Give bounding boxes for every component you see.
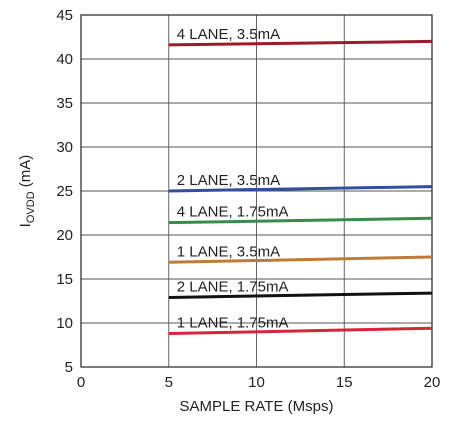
x-axis-title: SAMPLE RATE (Msps) bbox=[180, 398, 334, 415]
y-axis-title-main: I bbox=[17, 223, 34, 227]
x-tick-label: 5 bbox=[165, 374, 173, 391]
grid bbox=[81, 15, 432, 367]
y-tick-labels: 5 10 15 20 25 30 35 40 45 bbox=[56, 7, 73, 376]
series-line bbox=[168, 291, 433, 299]
plot-frame bbox=[80, 14, 433, 368]
y-tick-label: 30 bbox=[56, 139, 73, 156]
y-axis-title: IOVDD (mA) bbox=[17, 155, 37, 228]
y-tick-label: 5 bbox=[65, 359, 73, 376]
series-line bbox=[168, 255, 433, 264]
x-tick-label: 15 bbox=[336, 374, 353, 391]
series-line bbox=[168, 326, 433, 336]
y-tick-label: 20 bbox=[56, 227, 73, 244]
x-tick-label: 0 bbox=[77, 374, 85, 391]
y-tick-label: 25 bbox=[56, 183, 73, 200]
y-tick-label: 35 bbox=[56, 95, 73, 112]
x-tick-label: 10 bbox=[248, 374, 265, 391]
series-label: 4 LANE, 1.75mA bbox=[177, 204, 289, 221]
series-line bbox=[168, 216, 433, 225]
series-lines: 4 LANE, 3.5mA 2 LANE, 3.5mA 4 LANE, 1.75mA… bbox=[168, 26, 433, 336]
series-line bbox=[168, 39, 433, 47]
x-tick-labels: 0 5 10 15 20 bbox=[77, 374, 441, 391]
y-tick-label: 10 bbox=[56, 315, 73, 332]
series-label: 2 LANE, 3.5mA bbox=[177, 172, 280, 189]
series-label: 1 LANE, 1.75mA bbox=[177, 315, 289, 332]
x-tick-label: 20 bbox=[424, 374, 441, 391]
series-line bbox=[168, 185, 433, 193]
y-axis-title-sub: OVDD bbox=[25, 191, 37, 223]
y-axis-title-unit: (mA) bbox=[17, 155, 34, 192]
y-tick-label: 40 bbox=[56, 51, 73, 68]
y-tick-label: 45 bbox=[56, 7, 73, 24]
series-label: 1 LANE, 3.5mA bbox=[177, 243, 280, 260]
series-label: 4 LANE, 3.5mA bbox=[177, 26, 280, 43]
y-tick-label: 15 bbox=[56, 271, 73, 288]
series-label: 2 LANE, 1.75mA bbox=[177, 278, 289, 295]
